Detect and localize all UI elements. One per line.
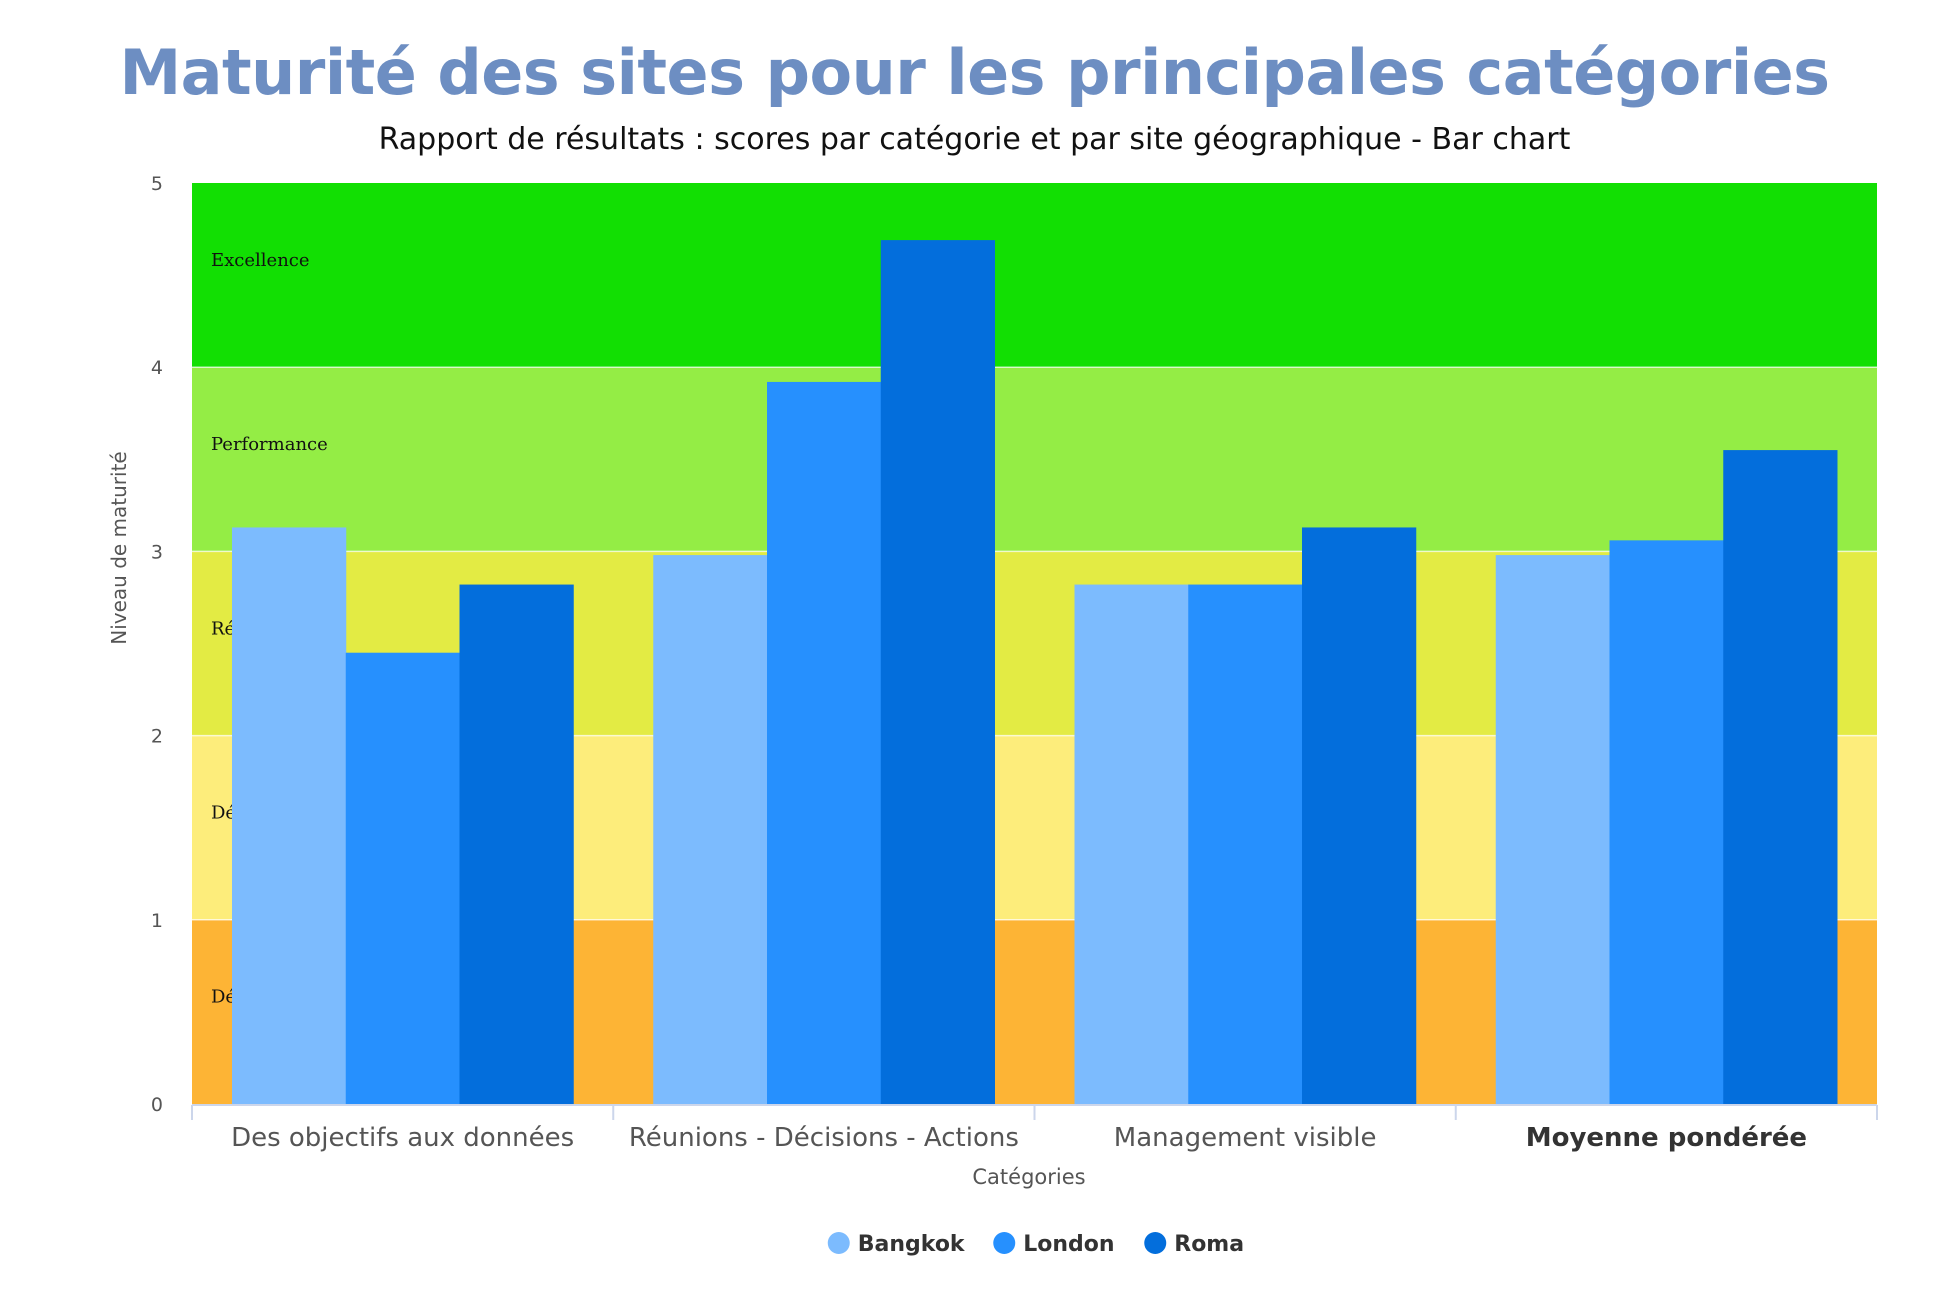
y-tick-label: 4 — [151, 357, 163, 379]
legend-item-bangkok[interactable]: Bangkok — [827, 1232, 966, 1257]
x-tick-label: Management visible — [1114, 1123, 1377, 1153]
band-4 — [192, 183, 1877, 368]
legend-label: Roma — [1174, 1232, 1244, 1257]
bar-roma-1[interactable] — [880, 240, 995, 1105]
bar-roma-0[interactable] — [459, 584, 574, 1104]
bar-bangkok-0[interactable] — [232, 527, 347, 1104]
bar-roma-2[interactable] — [1302, 527, 1417, 1104]
band-label: Excellence — [211, 250, 310, 271]
bar-london-1[interactable] — [767, 381, 882, 1104]
band-label: Dé — [211, 987, 236, 1008]
chart-subtitle: Rapport de résultats : scores par catégo… — [378, 122, 1571, 157]
bar-roma-3[interactable] — [1723, 450, 1838, 1105]
bar-bangkok-1[interactable] — [653, 555, 768, 1104]
legend-label: Bangkok — [858, 1232, 966, 1257]
bar-london-3[interactable] — [1609, 540, 1724, 1104]
y-tick-label: 2 — [151, 726, 163, 748]
legend-marker — [1144, 1232, 1167, 1254]
bar-london-0[interactable] — [345, 652, 460, 1104]
band-3 — [192, 367, 1877, 552]
chart-title: Maturité des sites pour les principales … — [119, 36, 1830, 109]
legend-marker — [827, 1232, 850, 1254]
legend-label: London — [1023, 1232, 1114, 1257]
legend-item-roma[interactable]: Roma — [1144, 1232, 1244, 1257]
bar-bangkok-2[interactable] — [1074, 584, 1189, 1104]
band-label: Performance — [211, 434, 328, 455]
bar-london-2[interactable] — [1188, 584, 1303, 1104]
band-label: Dé — [211, 802, 236, 823]
band-label: Ré — [211, 618, 235, 639]
x-tick-label: Moyenne pondérée — [1526, 1123, 1807, 1153]
bar-bangkok-3[interactable] — [1495, 555, 1610, 1104]
x-axis: Des objectifs aux données Réunions - Déci… — [191, 1104, 1878, 1153]
y-axis-title: Niveau de maturité — [107, 451, 131, 645]
y-tick-label: 0 — [151, 1094, 163, 1116]
x-tick-label: Réunions - Décisions - Actions — [629, 1123, 1019, 1153]
y-tick-label: 1 — [151, 910, 163, 932]
y-axis: 0 1 2 3 4 5 — [151, 173, 163, 1116]
bar-series — [232, 240, 1838, 1105]
legend-item-london[interactable]: London — [993, 1232, 1115, 1257]
x-axis-title: Catégories — [972, 1165, 1085, 1189]
x-tick-label: Des objectifs aux données — [231, 1123, 574, 1153]
y-tick-label: 3 — [151, 541, 163, 563]
legend-marker — [993, 1232, 1016, 1254]
y-tick-label: 5 — [151, 173, 163, 195]
legend: Bangkok London Roma — [827, 1232, 1244, 1257]
